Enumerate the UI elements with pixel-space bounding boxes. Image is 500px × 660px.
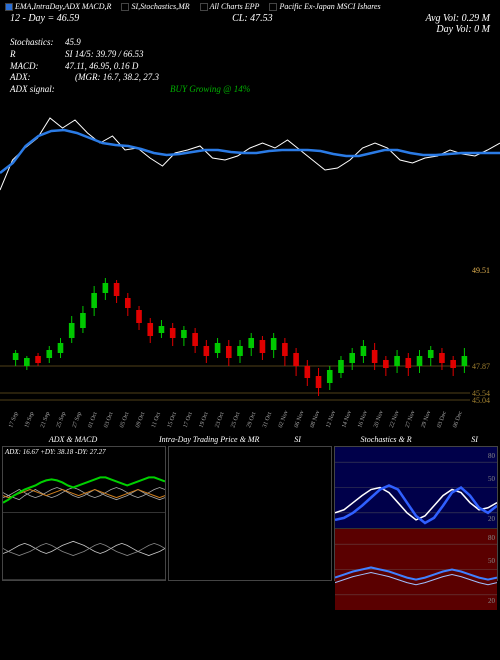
rsi-label: R [10, 49, 65, 61]
svg-text:27 Nov: 27 Nov [405, 409, 417, 428]
svg-text:17 Oct: 17 Oct [183, 411, 194, 429]
stochastics-label: Stochastics: [10, 37, 65, 49]
adx-macd-panel: ADX: 16.67 +DY: 38.18 -DY: 27.27 [2, 446, 166, 581]
svg-text:23 Oct: 23 Oct [214, 411, 225, 429]
adx-label: ADX: [10, 72, 65, 84]
rsi-y-20: 20 [488, 597, 495, 605]
adx-signal-label: ADX signal: [10, 84, 130, 96]
panel-label-intraday: Intra-Day Trading Price & MR [141, 435, 277, 444]
subpanel-labels: ADX & MACD Intra-Day Trading Price & MR … [0, 433, 500, 446]
day-vol-value: 0 M [474, 24, 490, 35]
adx-signal-value: BUY Growing @ 14% [170, 84, 250, 96]
svg-text:19 Sep: 19 Sep [24, 411, 35, 429]
svg-text:02 Nov: 02 Nov [278, 409, 290, 428]
svg-text:49.51: 49.51 [472, 266, 490, 275]
day-vol-label: Day Vol: [436, 24, 471, 35]
macd-label: MACD: [10, 61, 65, 73]
panel-label-si2: SI [454, 435, 495, 444]
svg-text:15 Oct: 15 Oct [167, 411, 178, 429]
chart-header: 12 - Day = 46.59 CL: 47.53 Avg Vol: 0.29… [0, 13, 500, 35]
mgr-label: (MGR: [75, 72, 101, 82]
rsi-y-50: 50 [488, 557, 495, 565]
svg-text:31 Oct: 31 Oct [262, 411, 273, 429]
svg-text:20 Nov: 20 Nov [373, 409, 385, 428]
adx-values-text: ADX: 16.67 +DY: 38.18 -DY: 27.27 [5, 448, 106, 456]
svg-text:47.87: 47.87 [472, 362, 490, 371]
indicator-info: Stochastics: 45.9 R SI 14/5: 39.79 / 66.… [0, 35, 500, 97]
macd-value: 47.11, 46.95, 0.16 D [65, 61, 138, 73]
svg-text:14 Nov: 14 Nov [341, 409, 353, 428]
indicator-item: EMA,IntraDay,ADX MACD,R [5, 2, 111, 11]
period-value: = 46.59 [48, 13, 80, 24]
svg-text:29 Nov: 29 Nov [421, 409, 433, 428]
period-label: 12 - Day [10, 13, 45, 24]
close-value: 47.53 [250, 13, 273, 24]
price-line-chart [0, 98, 500, 238]
svg-text:25 Oct: 25 Oct [230, 411, 241, 429]
svg-text:11 Oct: 11 Oct [151, 411, 162, 428]
svg-text:06 Nov: 06 Nov [294, 409, 306, 428]
mgr-value: 16.7, 38.2, 27.3 [103, 72, 159, 82]
rsi-value: SI 14/5: 39.79 / 66.53 [65, 49, 144, 61]
indicator-item: All Charts EPP [200, 2, 260, 11]
avg-vol-label: Avg Vol: [426, 13, 460, 24]
svg-text:22 Nov: 22 Nov [389, 409, 401, 428]
rsi-y-80: 80 [488, 534, 495, 542]
close-label: CL: [232, 13, 248, 24]
svg-text:17 Sep: 17 Sep [8, 411, 19, 429]
svg-text:16 Nov: 16 Nov [357, 409, 369, 428]
stoch-y-50: 50 [488, 475, 495, 483]
svg-text:05 Oct: 05 Oct [119, 411, 130, 429]
svg-text:19 Oct: 19 Oct [199, 411, 210, 429]
bottom-panels: ADX: 16.67 +DY: 38.18 -DY: 27.27 80 50 2… [0, 446, 500, 581]
svg-text:01 Oct: 01 Oct [88, 411, 99, 429]
intraday-panel [168, 446, 332, 581]
indicator-item: SI,Stochastics,MR [121, 2, 189, 11]
indicator-bar: EMA,IntraDay,ADX MACD,R SI,Stochastics,MR… [0, 0, 500, 13]
indicator-item: Pacific Ex-Japan MSCI Ishares [269, 2, 380, 11]
avg-vol-value: 0.29 M [462, 13, 490, 24]
svg-text:25 Sep: 25 Sep [56, 411, 67, 429]
panel-label-si: SI [277, 435, 318, 444]
stoch-y-80: 80 [488, 452, 495, 460]
stochastics-value: 45.9 [65, 37, 81, 49]
stoch-y-20: 20 [488, 515, 495, 523]
panel-label-stoch: Stochastics & R [318, 435, 454, 444]
svg-text:21 Sep: 21 Sep [40, 411, 51, 429]
candlestick-chart: 47.8745.5445.0449.5117 Sep19 Sep21 Sep25… [0, 238, 500, 433]
svg-text:45.04: 45.04 [472, 396, 490, 405]
stochastics-panel: 80 50 20 80 50 20 [334, 446, 498, 581]
svg-text:27 Sep: 27 Sep [72, 411, 83, 429]
svg-text:08 Nov: 08 Nov [310, 409, 322, 428]
svg-text:29 Oct: 29 Oct [246, 411, 257, 429]
svg-text:03 Dec: 03 Dec [437, 410, 449, 428]
panel-label-adx: ADX & MACD [5, 435, 141, 444]
svg-text:03 Oct: 03 Oct [103, 411, 114, 429]
svg-text:12 Nov: 12 Nov [325, 409, 337, 428]
svg-text:06 Dec: 06 Dec [452, 410, 464, 428]
svg-text:09 Oct: 09 Oct [135, 411, 146, 429]
